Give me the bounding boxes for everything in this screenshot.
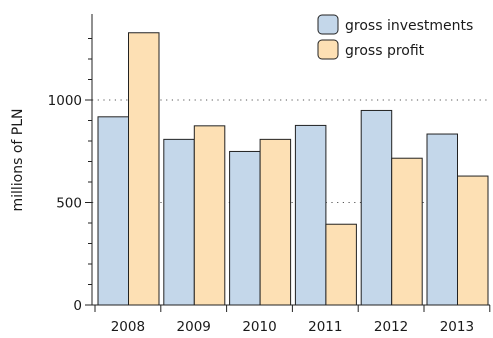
legend: gross investments gross profit xyxy=(317,14,473,60)
x-tick-label: 2010 xyxy=(242,319,276,335)
bar-gross-investments-2012 xyxy=(360,109,393,306)
bar-gross-investments-2010 xyxy=(229,150,261,306)
bar-gross-profit-2010 xyxy=(259,138,292,306)
bar-gross-investments-2011 xyxy=(294,124,327,306)
gridlines xyxy=(92,99,490,203)
bar-gross-profit-2012 xyxy=(391,157,423,306)
legend-label: gross profit xyxy=(345,43,425,59)
bar-gross-profit-2011 xyxy=(325,223,357,306)
y-axis-label: millions of PLN xyxy=(10,108,26,211)
bars xyxy=(97,32,489,306)
bar-gross-investments-2013 xyxy=(426,133,458,306)
x-tick-label: 2008 xyxy=(111,319,145,335)
legend-label: gross investments xyxy=(345,18,473,34)
bar-gross-profit-2008 xyxy=(128,32,160,306)
bar-gross-investments-2009 xyxy=(163,138,195,306)
bar-gross-profit-2009 xyxy=(193,125,226,306)
x-ticks: 2008 2009 2010 2011 2012 2013 xyxy=(94,305,491,335)
bar-gross-profit-2013 xyxy=(457,175,489,306)
y-ticks: 0 500 1000 xyxy=(48,38,92,314)
legend-swatch xyxy=(317,14,339,35)
x-tick-label: 2012 xyxy=(374,319,408,335)
x-tick-label: 2009 xyxy=(177,319,211,335)
legend-swatch xyxy=(317,39,339,60)
bar-gross-investments-2008 xyxy=(97,116,129,306)
x-tick-label: 2013 xyxy=(440,319,474,335)
y-tick-label: 1000 xyxy=(48,93,82,109)
y-tick-label: 500 xyxy=(56,196,82,212)
y-tick-label: 0 xyxy=(73,298,82,314)
x-tick-label: 2011 xyxy=(308,319,342,335)
